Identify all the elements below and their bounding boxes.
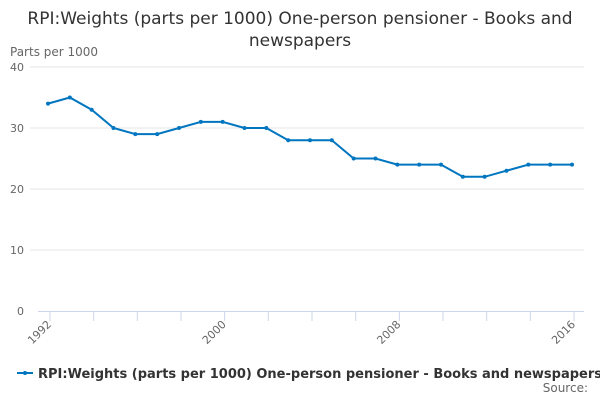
y-tick-label: 10 <box>10 244 24 257</box>
data-point <box>89 107 94 112</box>
y-tick-label: 30 <box>10 122 24 135</box>
source-label: Source: <box>542 381 588 395</box>
data-point <box>111 126 116 130</box>
data-point <box>242 126 247 130</box>
data-point <box>482 174 487 179</box>
data-point <box>417 162 422 167</box>
data-point <box>526 162 531 167</box>
data-point <box>439 162 443 167</box>
data-point <box>308 138 312 143</box>
data-point <box>220 119 225 124</box>
y-tick-label: 0 <box>17 305 24 318</box>
data-point <box>46 101 50 106</box>
data-point <box>198 119 203 124</box>
series-line <box>47 96 572 178</box>
data-point <box>548 162 553 167</box>
data-point <box>286 138 291 143</box>
data-point <box>373 156 378 161</box>
data-point <box>329 138 334 143</box>
x-tick-label: 2000 <box>200 318 229 347</box>
y-tick-label: 40 <box>10 61 24 74</box>
data-point <box>177 126 181 130</box>
legend-label: RPI:Weights (parts per 1000) One-person … <box>38 367 600 382</box>
y-axis-label: Parts per 1000 <box>10 45 98 59</box>
y-tick-label: 20 <box>10 183 24 196</box>
data-point <box>504 168 509 173</box>
data-point <box>133 132 138 137</box>
chart-title: RPI:Weights (parts per 1000) One-person … <box>27 9 573 51</box>
data-point <box>395 162 400 167</box>
data-point <box>570 162 574 167</box>
data-point <box>351 156 356 161</box>
x-tick-label: 2016 <box>549 318 578 347</box>
x-tick-label: 2008 <box>374 318 403 347</box>
x-tick-label: 1992 <box>25 318 54 347</box>
legend-marker <box>23 371 27 375</box>
data-point <box>155 132 160 137</box>
data-point <box>264 126 269 130</box>
data-point <box>67 95 72 100</box>
data-point <box>460 174 465 179</box>
